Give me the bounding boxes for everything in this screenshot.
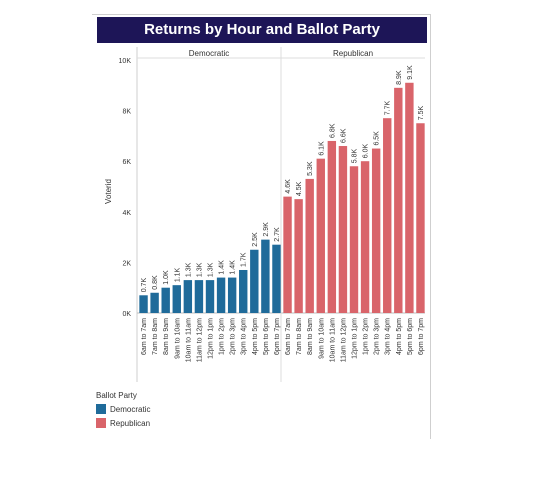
x-tick-label: 6pm to 7pm (418, 318, 425, 355)
data-label: 6.6K (340, 128, 347, 143)
bar-republican-5 (338, 146, 348, 313)
data-label: 1.4K (219, 260, 226, 275)
legend-label-republican: Republican (110, 418, 151, 428)
x-tick-label: 10am to 11am (329, 318, 336, 362)
data-label: 1.4K (230, 260, 237, 275)
x-tick-label: 4pm to 5pm (396, 318, 403, 355)
x-tick-label: 2pm to 3pm (230, 318, 237, 355)
data-label: 6.8K (329, 123, 336, 138)
legend-item-republican[interactable]: Republican (96, 418, 150, 428)
y-axis-label: Voterid (104, 179, 113, 204)
data-label: 5.3K (307, 161, 314, 176)
data-label: 1.3K (208, 262, 215, 277)
bar-republican-9 (383, 118, 392, 313)
x-tick-label: 10am to 11am (185, 318, 192, 362)
x-tick-label: 2pm to 3pm (374, 318, 381, 355)
bar-republican-7 (360, 161, 370, 313)
legend-swatch-democratic (96, 404, 106, 414)
data-label: 1.3K (185, 262, 192, 277)
bar-democratic-5 (194, 280, 204, 313)
bar-democratic-7 (216, 277, 226, 313)
bar-democratic-10 (250, 249, 259, 313)
x-tick-label: 11am to 12pm (196, 318, 203, 362)
x-tick-label: 9am to 10am (318, 318, 325, 359)
y-tick-label: 10K (119, 58, 132, 65)
bar-republican-8 (371, 148, 381, 313)
bar-republican-12 (416, 123, 425, 313)
x-tick-label: 3pm to 4pm (241, 318, 248, 355)
x-tick-label: 7am to 8am (152, 318, 159, 355)
data-label: 1.7K (241, 252, 248, 267)
panel-header-republican: Republican (333, 49, 373, 58)
x-tick-label: 4pm to 5pm (252, 318, 259, 355)
data-label: 0.7K (141, 278, 148, 293)
legend: Ballot Party Democratic Republican (96, 391, 150, 432)
bar-democratic-6 (205, 280, 215, 313)
bar-democratic-4 (183, 280, 193, 313)
data-label: 1.0K (163, 270, 170, 285)
x-tick-label: 6am to 7am (285, 318, 292, 355)
x-tick-label: 1pm to 2pm (219, 318, 226, 355)
bar-democratic-0 (139, 295, 148, 313)
data-label: 4.5K (296, 181, 303, 196)
y-tick-label: 4K (122, 210, 131, 217)
x-tick-label: 11am to 12pm (340, 318, 347, 362)
x-tick-label: 6am to 7am (141, 318, 148, 355)
bar-republican-2 (305, 178, 314, 313)
data-label: 6.0K (363, 143, 370, 158)
x-tick-label: 5pm to 6pm (263, 318, 270, 355)
x-tick-label: 3pm to 4pm (385, 318, 392, 355)
data-label: 2.5K (252, 232, 259, 247)
bar-democratic-12 (272, 244, 281, 313)
data-label: 9.1K (407, 65, 414, 80)
data-label: 2.9K (263, 222, 270, 237)
x-tick-label: 9am to 10am (174, 318, 181, 359)
data-label: 6.5K (374, 131, 381, 146)
bar-republican-3 (316, 158, 325, 313)
x-tick-label: 7am to 8am (296, 318, 303, 355)
y-tick-label: 2K (122, 260, 131, 267)
chart-title: Returns by Hour and Ballot Party (97, 17, 427, 43)
data-label: 2.7K (274, 227, 281, 242)
data-label: 0.8K (152, 275, 159, 290)
data-label: 4.6K (285, 179, 292, 194)
bar-republican-10 (394, 87, 403, 313)
data-label: 1.3K (196, 262, 203, 277)
x-tick-label: 5pm to 6pm (407, 318, 414, 355)
data-label: 6.1K (318, 141, 325, 156)
legend-item-democratic[interactable]: Democratic (96, 404, 150, 414)
panel-header-democratic: Democratic (189, 49, 229, 58)
x-tick-label: 12pm to 1pm (352, 318, 359, 359)
bar-republican-4 (327, 140, 337, 313)
x-tick-label: 8am to 9am (307, 318, 314, 355)
bar-democratic-1 (150, 292, 159, 313)
data-label: 1.1K (174, 267, 181, 282)
y-tick-label: 0K (122, 311, 131, 318)
bar-republican-6 (349, 166, 359, 313)
x-tick-label: 1pm to 2pm (363, 318, 370, 355)
bar-democratic-8 (227, 277, 237, 313)
x-tick-label: 12pm to 1pm (208, 318, 215, 359)
bar-republican-0 (283, 196, 292, 313)
bar-republican-11 (405, 82, 414, 314)
data-label: 7.7K (385, 100, 392, 115)
data-label: 8.9K (396, 70, 403, 85)
data-label: 7.5K (418, 106, 425, 121)
chart-frame (92, 14, 431, 439)
bar-democratic-9 (239, 269, 248, 313)
x-tick-label: 8am to 9am (163, 318, 170, 355)
legend-label-democratic: Democratic (110, 404, 151, 414)
bar-democratic-3 (172, 285, 181, 313)
legend-title: Ballot Party (96, 391, 137, 400)
bar-democratic-2 (161, 287, 170, 313)
bar-democratic-11 (261, 239, 270, 313)
legend-swatch-republican (96, 418, 106, 428)
x-tick-label: 6pm to 7pm (274, 318, 281, 355)
y-tick-label: 6K (122, 159, 131, 166)
bar-republican-1 (294, 199, 303, 313)
y-tick-label: 8K (122, 109, 131, 116)
data-label: 5.8K (352, 149, 359, 164)
